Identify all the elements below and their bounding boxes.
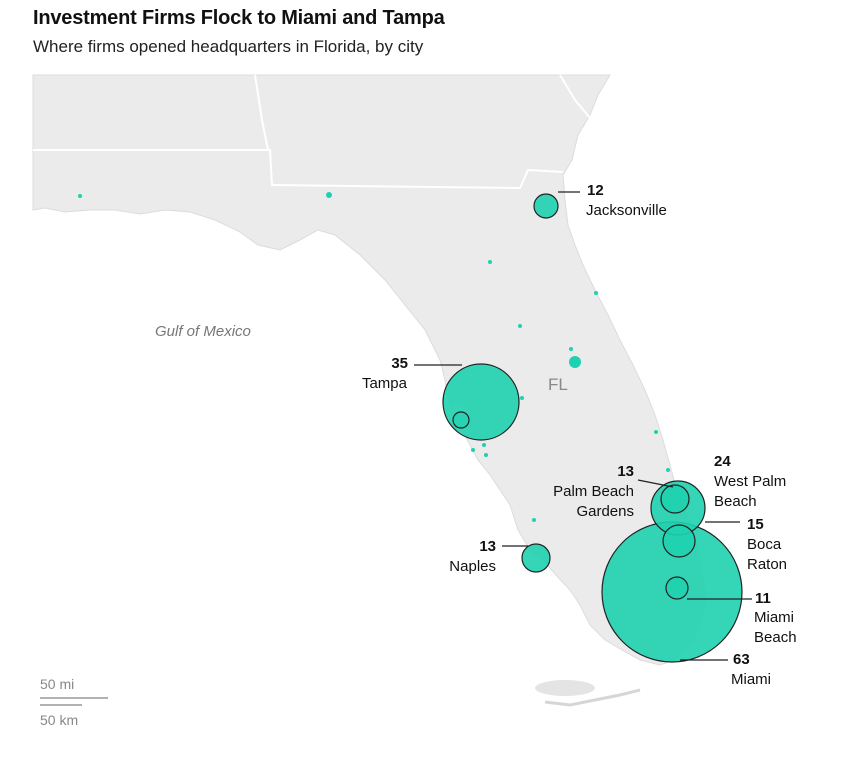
city-label-naples: 13 Naples [449,538,496,575]
name-boca-raton-line1: Boca [747,536,782,553]
bubble-palm-beach-gardens [660,484,690,514]
bubbles [442,193,743,663]
chart-subtitle: Where firms opened headquarters in Flori… [33,37,424,56]
count-west-palm-beach: 24 [714,453,731,470]
count-jacksonville: 12 [587,182,604,199]
city-label-palm-beach-gardens: 13 Palm Beach Gardens [553,463,634,520]
bubble-naples [521,543,551,573]
scale-km-label: 50 km [40,712,78,728]
bubble-tampa-inner [452,411,470,429]
city-label-miami: 63 Miami [731,651,771,688]
bubble-boca-raton [662,524,696,558]
cuba-tip [535,680,595,696]
city-label-jacksonville: 12 Jacksonville [586,182,667,219]
count-tampa: 35 [391,355,408,372]
scale-bar: 50 mi 50 km [40,676,108,728]
name-miami: Miami [731,671,771,688]
count-miami-beach: 11 [755,590,771,607]
state-border-ga-sc [559,74,591,119]
name-west-palm-beach-line1: West Palm [714,473,786,490]
water-label: Gulf of Mexico [155,323,251,340]
minor-city-dots [78,192,670,522]
name-palm-beach-gardens-line2: Gardens [576,503,634,520]
count-boca-raton: 15 [747,516,764,533]
city-label-tampa: 35 Tampa [362,355,408,392]
name-boca-raton-line2: Raton [747,556,787,573]
name-tampa: Tampa [362,375,408,392]
florida-keys [544,688,641,707]
state-border [33,149,564,190]
name-palm-beach-gardens-line1: Palm Beach [553,483,634,500]
name-miami-beach-line1: Miami [754,609,794,626]
name-west-palm-beach-line2: Beach [714,493,757,510]
count-naples: 13 [479,538,496,555]
city-label-boca-raton: 15 Boca Raton [747,516,787,573]
name-jacksonville: Jacksonville [586,202,667,219]
bubble-miami-beach [665,576,689,600]
city-label-miami-beach: 11 Miami Beach [754,590,797,646]
count-palm-beach-gardens: 13 [617,463,634,480]
chart-title: Investment Firms Flock to Miami and Tamp… [33,7,445,29]
name-miami-beach-line2: Beach [754,629,797,646]
state-label: FL [548,375,568,394]
scale-miles-label: 50 mi [40,676,74,692]
count-miami: 63 [733,651,750,668]
bubble-tampa [442,363,520,441]
leader-lines [414,191,752,661]
name-naples: Naples [449,558,496,575]
bubble-jacksonville [533,193,559,219]
state-border-al-ga [254,74,269,151]
city-label-west-palm-beach: 24 West Palm Beach [714,453,786,510]
